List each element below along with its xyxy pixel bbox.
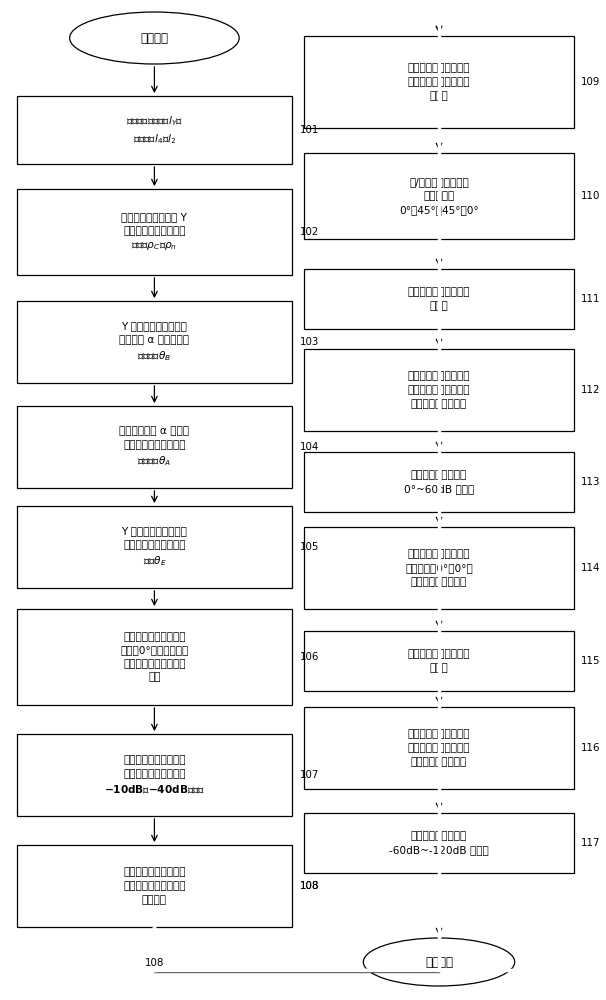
FancyBboxPatch shape <box>304 452 574 512</box>
Text: 103: 103 <box>299 337 319 347</box>
FancyBboxPatch shape <box>304 527 574 609</box>
FancyBboxPatch shape <box>16 189 292 275</box>
FancyBboxPatch shape <box>304 153 574 239</box>
Text: 获取第二次偏振串音测
试结果: 获取第二次偏振串音测 试结果 <box>408 287 470 311</box>
Text: 起/检偏器与保偏光纤
对轴角度为
0°－45°，45°－0°: 起/检偏器与保偏光纤 对轴角度为 0°－45°，45°－0° <box>399 177 479 215</box>
FancyBboxPatch shape <box>16 734 292 816</box>
Text: 根据分配的串音大小，
计算各焊点处所需要的
对轴角度: 根据分配的串音大小， 计算各焊点处所需要的 对轴角度 <box>123 867 185 905</box>
Text: 110: 110 <box>581 191 601 201</box>
FancyBboxPatch shape <box>304 269 574 329</box>
FancyBboxPatch shape <box>16 845 292 927</box>
Text: 108: 108 <box>299 881 319 891</box>
Text: 在标准仪器的监测下以
预期对轴角度，熔接各
个焊点: 在标准仪器的监测下以 预期对轴角度，熔接各 个焊点 <box>408 63 470 101</box>
Text: 112: 112 <box>581 385 601 395</box>
FancyBboxPatch shape <box>16 301 292 383</box>
Text: 108: 108 <box>145 958 164 968</box>
FancyBboxPatch shape <box>16 506 292 588</box>
FancyBboxPatch shape <box>304 349 574 431</box>
FancyBboxPatch shape <box>16 96 292 164</box>
Text: 107: 107 <box>299 770 319 780</box>
Text: 标定开始: 标定开始 <box>141 31 168 44</box>
Text: 109: 109 <box>581 77 601 87</box>
Ellipse shape <box>364 938 514 986</box>
Ellipse shape <box>70 12 239 64</box>
Text: 113: 113 <box>581 477 601 487</box>
Text: 106: 106 <box>299 652 319 662</box>
Text: 104: 104 <box>299 442 319 452</box>
Text: Y 波导输入尾纤与起偏
器保偏端相连，对轴角
度为$\theta_E$: Y 波导输入尾纤与起偏 器保偏端相连，对轴角 度为$\theta_E$ <box>121 526 187 568</box>
Text: Y 波导输出尾纤与延长
保偏光纤 α 一端相连对
轴角度为$\theta_B$: Y 波导输出尾纤与延长 保偏光纤 α 一端相连对 轴角度为$\theta_B$ <box>119 321 190 363</box>
Text: 117: 117 <box>581 838 601 848</box>
Text: 使用标准仪器，测量 Y
波导自带焊点的偏振串
音幅值$\rho_C$、$\rho_n$: 使用标准仪器，测量 Y 波导自带焊点的偏振串 音幅值$\rho_C$、$\rho… <box>121 212 187 252</box>
Text: 标定结束: 标定结束 <box>425 956 453 968</box>
Text: 101: 101 <box>299 125 319 135</box>
FancyBboxPatch shape <box>16 609 292 705</box>
FancyBboxPatch shape <box>304 36 574 128</box>
Text: 115: 115 <box>581 656 601 666</box>
Text: 根据标准一阶串扰的位
置和幅值，计算三阶串
扰的标准位置与幅值: 根据标准一阶串扰的位 置和幅值，计算三阶串 扰的标准位置与幅值 <box>408 729 470 767</box>
Text: 108: 108 <box>299 881 319 891</box>
Text: 延长保偏光纤 α 另一端
与检偏器保偏端相连对
轴角度为$\theta_A$: 延长保偏光纤 α 另一端 与检偏器保偏端相连对 轴角度为$\theta_A$ <box>119 426 190 468</box>
Text: 测量波导芯片长度$l_Y$与
尾纤长度$l_4$、$l_2$: 测量波导芯片长度$l_Y$与 尾纤长度$l_4$、$l_2$ <box>125 114 183 146</box>
Text: 改变检偏器与保偏光纤
对轴角度为0°－0°，
起偏器对轴角度不变: 改变检偏器与保偏光纤 对轴角度为0°－0°， 起偏器对轴角度不变 <box>405 549 473 587</box>
Text: 102: 102 <box>299 227 319 237</box>
FancyBboxPatch shape <box>16 406 292 488</box>
Text: 111: 111 <box>581 294 601 304</box>
Text: 获取第三次偏振串音测
试结果: 获取第三次偏振串音测 试结果 <box>408 649 470 673</box>
FancyBboxPatch shape <box>304 813 574 873</box>
Text: 根据标准一阶串扰的位
置和幅值，计算二阶串
扰的标准位置与幅值: 根据标准一阶串扰的位 置和幅值，计算二阶串 扰的标准位置与幅值 <box>408 371 470 409</box>
FancyBboxPatch shape <box>304 631 574 691</box>
Text: 利用一、二阶峰标定
0°~60dB 的范围: 利用一、二阶峰标定 0°~60dB 的范围 <box>404 470 474 494</box>
Text: 调整各段保偏光纤对轴
角度为0°，获取第一次
偏振串音测试结果作为
本底: 调整各段保偏光纤对轴 角度为0°，获取第一次 偏振串音测试结果作为 本底 <box>120 632 188 682</box>
Text: 分配各点偏振串音大小
使一阶串音均匀分布在
$\mathbf{-10dB}$～$\mathbf{-40dB}$范围内: 分配各点偏振串音大小 使一阶串音均匀分布在 $\mathbf{-10dB}$～$… <box>104 755 205 795</box>
Text: 利用二、三阶峰标定
-60dB~-120dB 的范围: 利用二、三阶峰标定 -60dB~-120dB 的范围 <box>389 831 489 855</box>
FancyBboxPatch shape <box>304 707 574 789</box>
Text: 116: 116 <box>581 743 601 753</box>
Text: 105: 105 <box>299 542 319 552</box>
Text: 114: 114 <box>581 563 601 573</box>
